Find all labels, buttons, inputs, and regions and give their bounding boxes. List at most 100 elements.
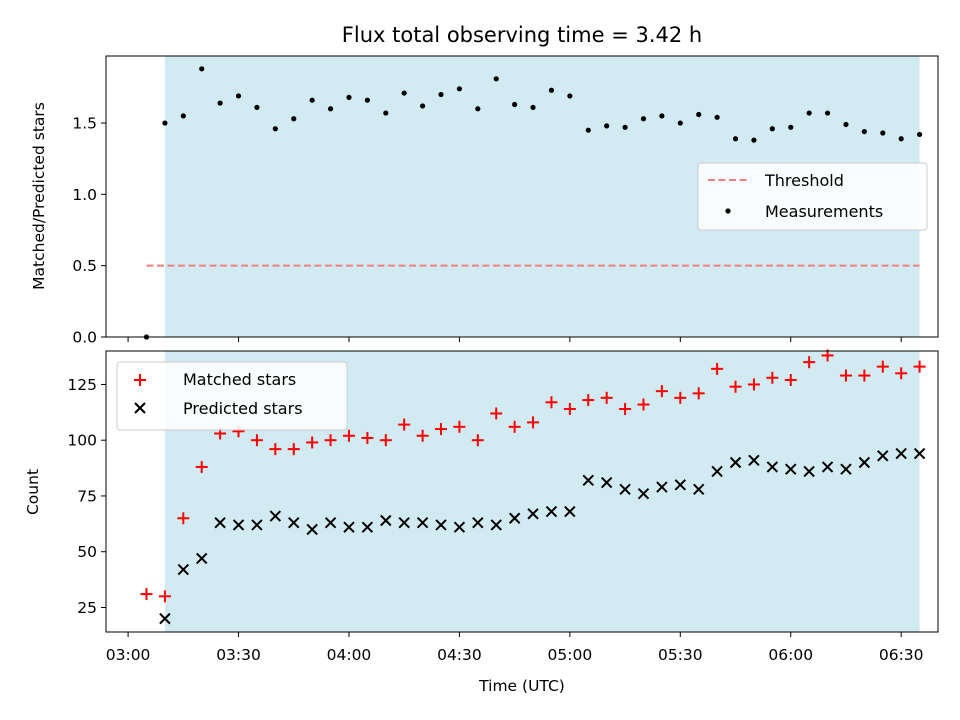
matched-star-point <box>600 391 613 404</box>
measurement-point <box>291 116 297 122</box>
y-tick-label: 125 <box>67 376 97 394</box>
y-tick-label: 25 <box>77 599 97 617</box>
top-y-axis-label: Matched/Predicted stars <box>30 102 48 290</box>
measurement-point <box>806 110 812 116</box>
top-legend-box <box>697 162 928 231</box>
predicted-star-point <box>453 521 466 533</box>
predicted-star-point <box>324 517 337 529</box>
measurement-point <box>438 91 444 98</box>
measurement-point <box>254 104 260 110</box>
matched-star-point <box>766 371 779 384</box>
matched-star-point <box>692 387 705 400</box>
measurement-point <box>512 101 518 108</box>
y-tick-label: 1.0 <box>72 186 97 204</box>
matched-star-point <box>140 588 153 601</box>
predicted-star-point <box>416 517 429 529</box>
measurement-point <box>843 121 849 128</box>
predicted-star-point <box>269 510 282 522</box>
matched-star-point <box>839 369 852 382</box>
matched-star-point <box>858 369 871 382</box>
y-tick-label: 1.5 <box>72 115 97 133</box>
matched-star-point <box>619 402 632 415</box>
chart-title: Flux total observing time = 3.42 h <box>342 23 702 47</box>
legend-threshold-label: Threshold <box>764 171 844 190</box>
measurement-point <box>898 136 904 142</box>
measurement-point <box>880 130 886 136</box>
matched-star-point <box>913 360 926 373</box>
predicted-star-point <box>656 481 668 493</box>
x-tick-label: 06:30 <box>879 646 924 664</box>
legend-predicted-label: Predicted stars <box>183 399 303 418</box>
predicted-star-point <box>306 523 318 536</box>
matched-star-point <box>711 362 724 375</box>
matched-star-point <box>306 436 319 449</box>
measurement-point <box>530 104 536 110</box>
predicted-star-point <box>508 512 521 524</box>
measurement-point <box>383 110 389 116</box>
predicted-star-point <box>196 552 208 565</box>
legend-matched-label: Matched stars <box>183 370 296 389</box>
measurement-point <box>622 124 628 130</box>
matched-star-point <box>269 443 282 456</box>
measurement-point <box>309 97 315 103</box>
top-plot-frame <box>105 55 939 338</box>
matched-star-point <box>747 378 760 391</box>
predicted-star-point <box>435 519 447 531</box>
matched-stars-points <box>140 349 926 603</box>
x-axis-label: Time (UTC) <box>478 677 565 695</box>
matched-star-point <box>379 434 392 447</box>
y-tick-label: 100 <box>67 432 97 450</box>
measurement-point <box>456 86 463 92</box>
measurement-point <box>199 66 205 72</box>
predicted-star-point <box>766 461 779 473</box>
measurement-point <box>824 110 831 116</box>
predicted-star-point <box>564 505 576 518</box>
matched-star-point <box>287 443 300 456</box>
measurement-point <box>327 106 334 112</box>
predicted-star-point <box>159 612 171 625</box>
measurement-point <box>659 113 665 119</box>
predicted-star-point <box>361 521 374 533</box>
measurement-point <box>180 113 186 119</box>
predicted-star-point <box>177 563 190 576</box>
predicted-star-point <box>214 517 226 529</box>
matched-star-point <box>435 423 448 436</box>
predicted-star-point <box>527 508 539 520</box>
measurement-point <box>364 97 370 103</box>
matched-star-point <box>490 407 503 420</box>
x-tick-label: 04:00 <box>327 646 372 664</box>
matched-star-point <box>471 434 484 447</box>
predicted-star-point <box>840 463 852 475</box>
matched-star-point <box>563 402 576 415</box>
predicted-star-point <box>380 514 392 527</box>
matched-star-point <box>729 380 742 393</box>
x-tick-label: 05:00 <box>548 646 593 664</box>
matched-star-point <box>784 373 797 386</box>
predicted-stars-points <box>159 447 926 625</box>
bottom-panel: 25 50 75 100 125 03:00 03:30 04:00 04:30 05:00 05… <box>24 349 939 695</box>
predicted-star-point <box>288 517 300 529</box>
x-tick-label: 03:00 <box>106 646 151 664</box>
predicted-star-point <box>913 447 926 460</box>
bottom-legend-box <box>116 361 348 431</box>
predicted-star-point <box>398 517 410 529</box>
legend-matched-swatch <box>134 374 146 386</box>
measurement-point <box>235 93 242 99</box>
matched-star-point <box>398 418 411 431</box>
predicted-star-point <box>693 483 705 495</box>
measurement-point <box>420 103 426 109</box>
matched-star-point <box>508 420 521 433</box>
top-y-ticks: 0.0 0.5 1.0 1.5 <box>72 115 106 347</box>
legend-predicted-swatch <box>134 402 146 414</box>
predicted-star-point <box>803 465 815 478</box>
predicted-star-point <box>748 454 760 466</box>
matched-star-point <box>177 512 190 525</box>
measurement-point <box>401 90 407 96</box>
bottom-legend: Matched stars Predicted stars <box>116 361 348 431</box>
measurement-point <box>751 137 757 143</box>
measurement-point <box>493 76 499 82</box>
measurement-point <box>861 128 867 135</box>
top-panel: 0.0 0.5 1.0 1.5 Flux total observing time =… <box>30 23 939 347</box>
predicted-star-point <box>251 519 263 531</box>
